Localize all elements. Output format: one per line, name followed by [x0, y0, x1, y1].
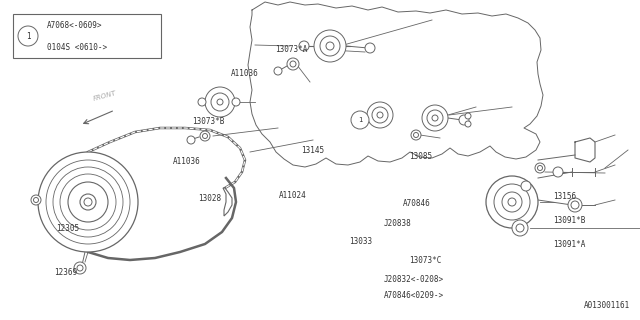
Circle shape	[512, 220, 528, 236]
Text: 12305: 12305	[56, 224, 79, 233]
Circle shape	[372, 107, 388, 123]
Text: A013001161: A013001161	[584, 301, 630, 310]
Text: A11036: A11036	[230, 69, 258, 78]
Text: A70846: A70846	[403, 199, 431, 208]
Circle shape	[80, 194, 96, 210]
Circle shape	[53, 167, 123, 237]
Circle shape	[365, 43, 375, 53]
Text: 13028: 13028	[198, 194, 221, 203]
Circle shape	[432, 115, 438, 121]
Text: 13073*C: 13073*C	[410, 256, 442, 265]
Circle shape	[351, 111, 369, 129]
Circle shape	[502, 192, 522, 212]
Text: J20838: J20838	[384, 220, 412, 228]
Circle shape	[198, 98, 206, 106]
Circle shape	[422, 105, 448, 131]
Text: 13145: 13145	[301, 146, 324, 155]
Circle shape	[200, 131, 210, 141]
Circle shape	[31, 195, 41, 205]
Circle shape	[486, 176, 538, 228]
Circle shape	[516, 224, 524, 232]
Circle shape	[465, 113, 471, 119]
Circle shape	[18, 26, 38, 46]
Text: 13033: 13033	[349, 237, 372, 246]
Circle shape	[535, 163, 545, 173]
Circle shape	[38, 152, 138, 252]
Text: 12369: 12369	[54, 268, 77, 277]
Text: J20832<-0208>: J20832<-0208>	[384, 276, 444, 284]
Circle shape	[274, 67, 282, 75]
Text: 13091*A: 13091*A	[554, 240, 586, 249]
Circle shape	[459, 115, 469, 125]
Circle shape	[60, 174, 116, 230]
Text: 13073*B: 13073*B	[192, 117, 225, 126]
Circle shape	[427, 110, 443, 126]
Circle shape	[211, 93, 229, 111]
Circle shape	[287, 58, 299, 70]
Circle shape	[413, 132, 419, 138]
Circle shape	[320, 36, 340, 56]
Circle shape	[74, 262, 86, 274]
Circle shape	[508, 198, 516, 206]
Circle shape	[568, 198, 582, 212]
Circle shape	[299, 41, 309, 51]
Circle shape	[187, 136, 195, 144]
Text: 13091*B: 13091*B	[554, 216, 586, 225]
Polygon shape	[223, 188, 232, 216]
Circle shape	[494, 184, 530, 220]
Circle shape	[465, 121, 471, 127]
Text: A11036: A11036	[173, 157, 200, 166]
FancyBboxPatch shape	[13, 14, 161, 58]
Circle shape	[411, 130, 421, 140]
Circle shape	[571, 201, 579, 209]
Circle shape	[77, 265, 83, 271]
Text: A70846<0209->: A70846<0209->	[384, 292, 444, 300]
Circle shape	[68, 182, 108, 222]
Text: 0104S <0610->: 0104S <0610->	[47, 43, 107, 52]
Text: 1: 1	[26, 31, 30, 41]
Circle shape	[290, 61, 296, 67]
Circle shape	[538, 165, 543, 171]
Text: 13085: 13085	[410, 152, 433, 161]
Circle shape	[314, 30, 346, 62]
Text: FRONT: FRONT	[93, 90, 117, 102]
Circle shape	[326, 42, 334, 50]
Text: 1: 1	[358, 117, 362, 123]
Circle shape	[232, 98, 240, 106]
Text: 13156: 13156	[554, 192, 577, 201]
Circle shape	[202, 133, 207, 139]
Circle shape	[33, 197, 38, 203]
Circle shape	[84, 198, 92, 206]
Circle shape	[377, 112, 383, 118]
Circle shape	[367, 102, 393, 128]
Circle shape	[521, 181, 531, 191]
Circle shape	[205, 87, 235, 117]
Circle shape	[217, 99, 223, 105]
Circle shape	[46, 160, 130, 244]
Text: 13073*A: 13073*A	[275, 45, 308, 54]
Circle shape	[553, 167, 563, 177]
Text: A7068<-0609>: A7068<-0609>	[47, 20, 102, 29]
Text: A11024: A11024	[278, 191, 306, 200]
